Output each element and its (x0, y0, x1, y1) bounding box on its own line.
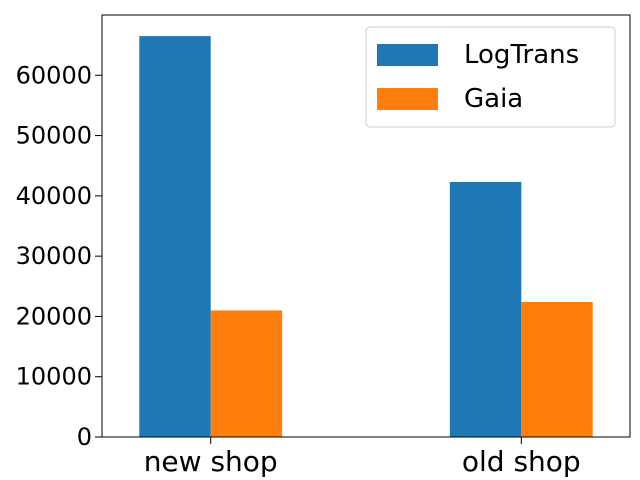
x-axis-ticks: new shop old shop (144, 437, 581, 478)
legend-swatch-logtrans (377, 44, 438, 66)
legend-label-logtrans: LogTrans (464, 40, 579, 70)
y-tick-label: 30000 (16, 242, 92, 270)
legend-label-gaia: Gaia (464, 84, 523, 114)
y-tick-label: 10000 (16, 363, 92, 391)
y-tick-label: 60000 (16, 61, 92, 89)
bar-gaia-new-shop (210, 310, 283, 437)
bar-gaia-old-shop (521, 301, 593, 437)
y-tick-label: 50000 (16, 122, 92, 150)
x-tick-label: new shop (144, 445, 278, 478)
y-axis-ticks: 0 10000 20000 30000 40000 50000 60000 (16, 61, 102, 451)
x-tick-label: old shop (462, 445, 581, 478)
axes-group (101, 14, 631, 438)
bars-group (139, 36, 593, 437)
y-tick-label: 40000 (16, 182, 92, 210)
bar-logtrans-new-shop (139, 36, 211, 437)
plot-frame (101, 14, 631, 438)
y-tick-label: 20000 (16, 302, 92, 330)
legend: LogTrans Gaia (365, 26, 616, 128)
legend-swatch-gaia (377, 88, 438, 110)
bar-logtrans-old-shop (449, 181, 522, 437)
y-tick-label: 0 (77, 423, 92, 451)
